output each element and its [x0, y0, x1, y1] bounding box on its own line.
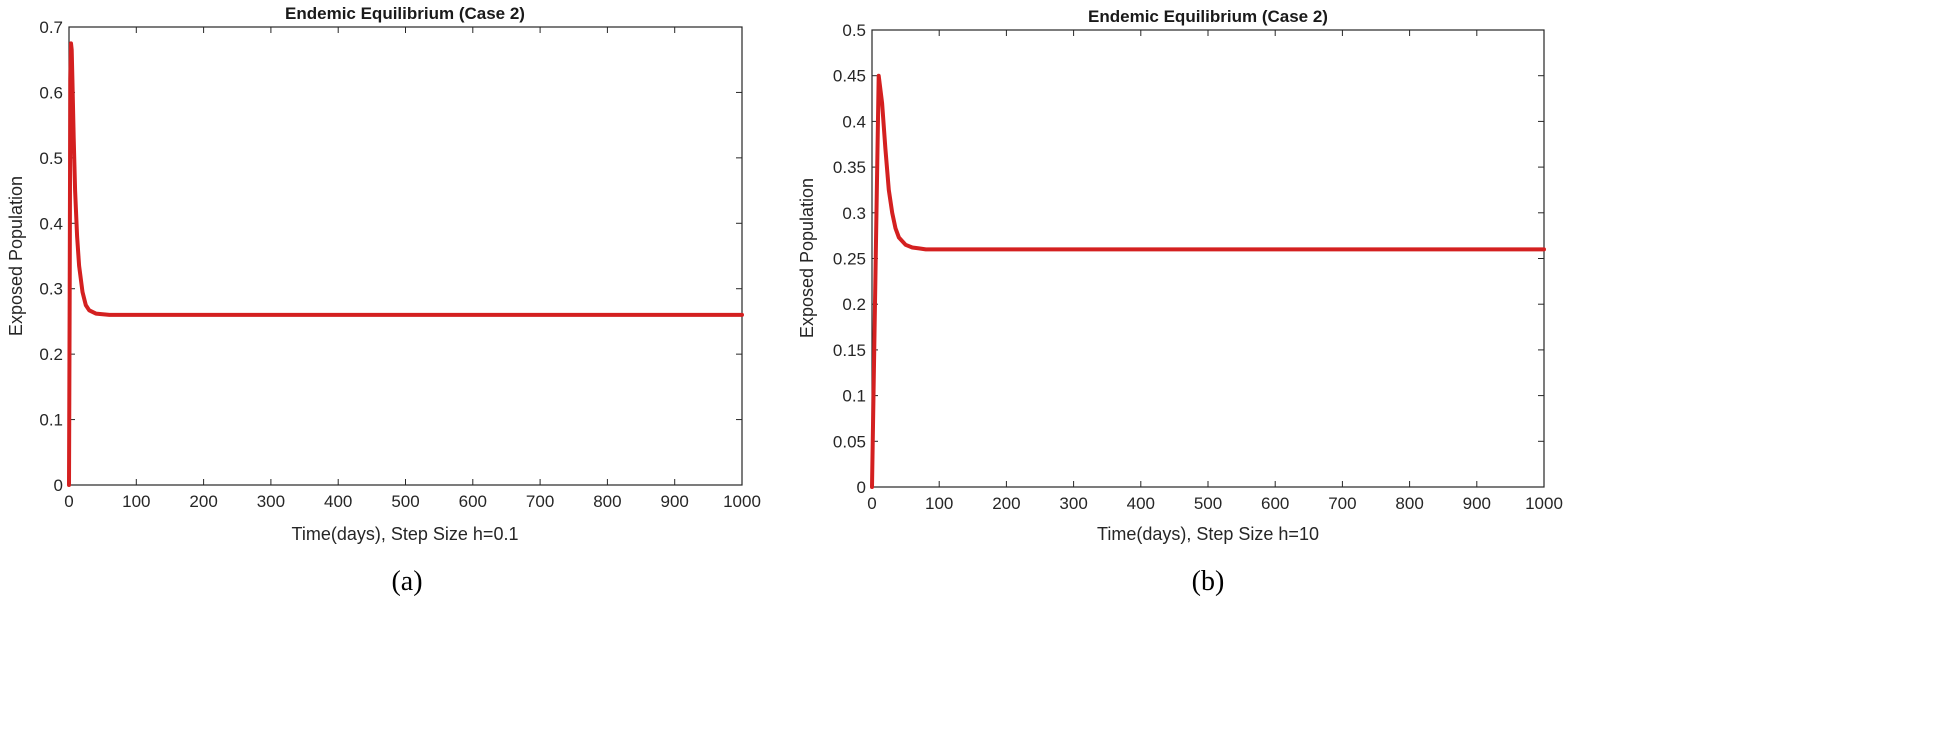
series-line-exposed — [67, 41, 744, 487]
y-tick-label: 0.4 — [39, 214, 63, 233]
y-tick-label: 0 — [857, 478, 866, 497]
x-tick-label: 1000 — [1525, 494, 1563, 513]
y-tick-label: 0.2 — [39, 345, 63, 364]
x-axis: 0 100 200 300 400 500 600 700 800 900 1000 — [867, 30, 1563, 513]
y-tick-label: 0.7 — [39, 18, 63, 37]
y-tick-label: 0.3 — [39, 280, 63, 299]
x-axis: 0 100 200 300 400 500 600 700 800 900 1000 — [64, 27, 761, 511]
panel-caption: (a) — [391, 566, 422, 597]
x-tick-label: 200 — [992, 494, 1020, 513]
chart-title: Endemic Equilibrium (Case 2) — [1088, 7, 1328, 26]
y-tick-label: 0.5 — [39, 149, 63, 168]
y-tick-label: 0.2 — [842, 295, 866, 314]
y-tick-label: 0.35 — [833, 158, 866, 177]
x-tick-label: 600 — [1261, 494, 1289, 513]
x-tick-label: 400 — [324, 492, 352, 511]
x-tick-label: 100 — [925, 494, 953, 513]
y-tick-label: 0.25 — [833, 250, 866, 269]
y-tick-label: 0.05 — [833, 432, 866, 451]
y-tick-label: 0.1 — [39, 411, 63, 430]
x-tick-label: 800 — [593, 492, 621, 511]
panel-caption: (b) — [1192, 566, 1225, 597]
x-tick-label: 700 — [526, 492, 554, 511]
y-axis-label: Exposed Population — [797, 178, 817, 338]
y-axis: 0 0.05 0.1 0.15 0.2 0.25 0.3 0.35 0.4 0.45 0.5 — [833, 21, 1544, 497]
y-axis-label: Exposed Population — [6, 176, 26, 336]
x-axis-label: Time(days), Step Size h=0.1 — [292, 524, 519, 544]
chart-panel-b: 0 100 200 300 400 500 600 700 800 900 1000 0 0.05 0.… — [797, 7, 1563, 597]
x-tick-label: 200 — [189, 492, 217, 511]
x-tick-label: 0 — [867, 494, 876, 513]
chart-panel-a: 0 100 200 300 400 500 600 700 800 900 1000 0 0.1 0.2… — [6, 4, 761, 597]
x-tick-label: 500 — [1194, 494, 1222, 513]
plot-area — [68, 26, 743, 486]
x-tick-label: 900 — [1463, 494, 1491, 513]
series-line-exposed — [870, 73, 1546, 489]
x-tick-label: 400 — [1127, 494, 1155, 513]
y-tick-label: 0 — [54, 476, 63, 495]
y-tick-label: 0.1 — [842, 387, 866, 406]
x-tick-label: 800 — [1395, 494, 1423, 513]
y-tick-label: 0.45 — [833, 67, 866, 86]
y-tick-label: 0.15 — [833, 341, 866, 360]
x-tick-label: 300 — [1059, 494, 1087, 513]
chart-title: Endemic Equilibrium (Case 2) — [285, 4, 525, 23]
x-tick-label: 100 — [122, 492, 150, 511]
y-tick-label: 0.3 — [842, 204, 866, 223]
x-tick-label: 0 — [64, 492, 73, 511]
x-axis-label: Time(days), Step Size h=10 — [1097, 524, 1319, 544]
y-tick-label: 0.4 — [842, 112, 866, 131]
x-tick-label: 1000 — [723, 492, 761, 511]
y-tick-label: 0.6 — [39, 83, 63, 102]
y-tick-label: 0.5 — [842, 21, 866, 40]
x-tick-label: 600 — [459, 492, 487, 511]
x-tick-label: 500 — [391, 492, 419, 511]
plot-area — [871, 29, 1545, 488]
x-tick-label: 900 — [661, 492, 689, 511]
x-tick-label: 300 — [257, 492, 285, 511]
y-axis: 0 0.1 0.2 0.3 0.4 0.5 0.6 0.7 — [39, 18, 742, 495]
x-tick-label: 700 — [1328, 494, 1356, 513]
